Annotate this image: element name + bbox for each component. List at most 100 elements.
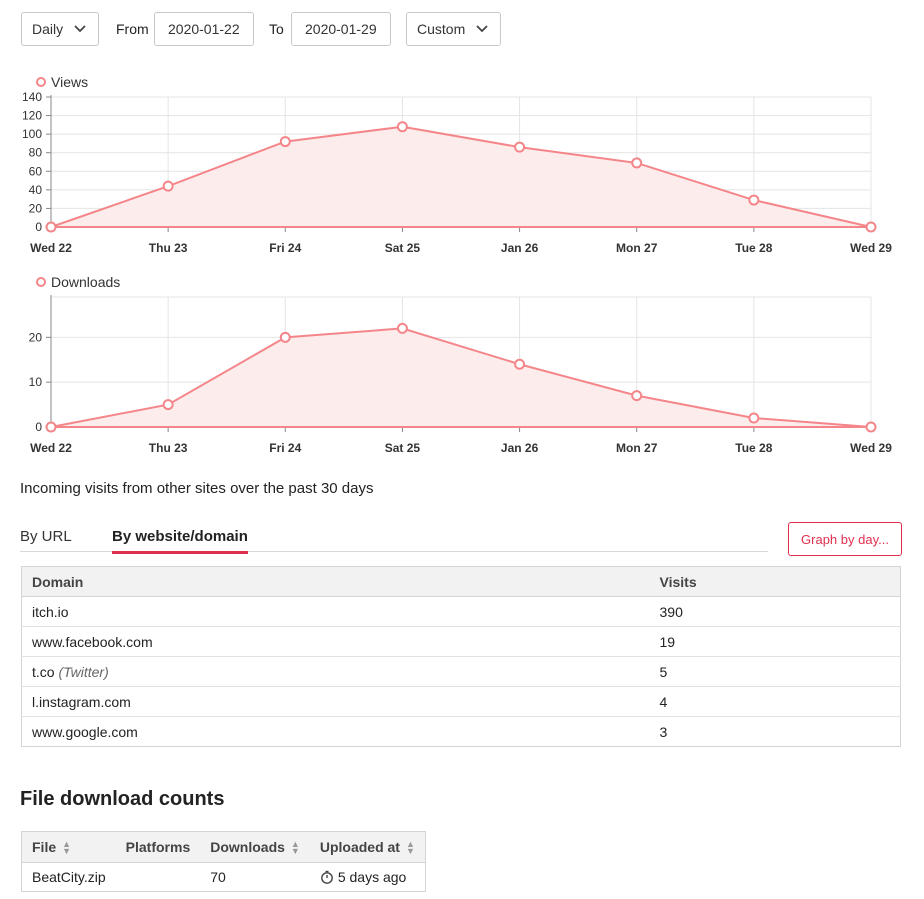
legend-marker (36, 277, 46, 287)
x-tick-label: Thu 23 (149, 441, 188, 455)
column-label: Uploaded at (319, 838, 400, 855)
legend-marker (36, 77, 46, 87)
visits-cell: 390 (649, 596, 901, 627)
data-point (396, 121, 408, 133)
to-label: To (269, 21, 284, 37)
uploaded-value: 5 days ago (337, 869, 407, 885)
y-tick-label: 140 (22, 90, 42, 104)
legend-label: Downloads (51, 274, 120, 290)
x-tick-label: Jan 26 (501, 241, 539, 255)
uploaded-cell: 5 days ago (310, 863, 426, 892)
data-point (514, 358, 526, 370)
column-label: Downloads (210, 838, 285, 855)
file-downloads-title: File download counts (20, 788, 225, 810)
graph-by-day-button[interactable]: Graph by day... (788, 522, 902, 556)
x-tick-label: Thu 23 (149, 241, 188, 255)
domain-name: l.instagram.com (32, 693, 131, 710)
data-point (45, 221, 57, 233)
range-value: Custom (417, 21, 466, 37)
x-tick-label: Wed 22 (30, 441, 72, 455)
data-point (162, 399, 174, 411)
views-chart-svg: Views 0 20 40 60 80 100 120 140 Wed 22 Thu 23 Fri 2… (22, 74, 892, 255)
table-row: l.instagram.com 4 (21, 686, 901, 717)
column-header-downloads[interactable]: Downloads ▲ ▼ (200, 831, 310, 863)
column-header-file[interactable]: File ▲ ▼ (21, 831, 116, 863)
referrers-intro: Incoming visits from other sites over th… (20, 480, 374, 497)
column-header-visits: Visits (649, 566, 901, 597)
data-point (865, 421, 877, 433)
x-tick-label: Fri 24 (269, 441, 301, 455)
downloads-chart-svg: Downloads 0 10 20 Wed 22 Thu 23 Fri 24 Sat 25 Ja… (29, 274, 893, 455)
chart-legend: Views (36, 74, 88, 90)
sort-icon: ▲ ▼ (290, 839, 300, 857)
data-point (396, 322, 408, 334)
downloads-chart: Downloads 0 10 20 Wed 22 Thu 23 Fri 24 Sat 25 Ja… (0, 270, 924, 470)
visits-cell: 4 (649, 686, 901, 717)
y-tick-label: 20 (29, 201, 43, 215)
table-header-row: Domain Visits (21, 566, 901, 597)
to-date-input[interactable] (291, 12, 391, 46)
platforms-cell (116, 863, 201, 892)
column-header-domain: Domain (21, 566, 650, 597)
data-point (45, 421, 57, 433)
x-tick-label: Mon 27 (616, 241, 658, 255)
sort-icon: ▲ ▼ (405, 839, 415, 857)
x-tick-label: Jan 26 (501, 441, 539, 455)
referrer-tabs: By URL By website/domain (20, 520, 768, 554)
data-point (514, 141, 526, 153)
x-tick-label: Sat 25 (385, 441, 421, 455)
y-tick-label: 20 (29, 330, 43, 344)
data-point (279, 136, 291, 148)
from-label: From (116, 21, 149, 37)
series-line (50, 125, 872, 228)
visits-cell: 5 (649, 656, 901, 687)
table-row: www.google.com 3 (22, 717, 901, 747)
data-point (748, 194, 760, 206)
clock-icon (320, 870, 333, 884)
views-chart: Views 0 20 40 60 80 100 120 140 Wed 22 Thu 23 Fri 2… (0, 70, 924, 270)
range-dropdown[interactable]: Custom (406, 12, 501, 46)
chart-legend: Downloads (36, 274, 120, 290)
x-tick-label: Wed 29 (850, 441, 892, 455)
domain-cell: www.google.com (22, 717, 650, 747)
table-row: BeatCity.zip 70 5 days ago (22, 863, 426, 892)
y-tick-label: 60 (29, 164, 43, 178)
domain-cell: www.facebook.com (21, 626, 650, 657)
domain-name: www.google.com (32, 723, 138, 740)
downloads-cell: 70 (210, 869, 226, 885)
date-range-controls: Daily From To Custom (21, 12, 901, 46)
y-tick-label: 0 (35, 420, 42, 434)
x-tick-label: Tue 28 (735, 241, 772, 255)
sort-icon: ▲ ▼ (62, 839, 72, 857)
visits-cell: 3 (659, 723, 668, 740)
x-tick-label: Mon 27 (616, 441, 658, 455)
series-area (51, 328, 871, 427)
series-area (51, 126, 871, 227)
data-point (631, 390, 643, 402)
y-tick-label: 40 (29, 183, 43, 197)
y-tick-label: 0 (35, 220, 42, 234)
x-tick-label: Tue 28 (735, 441, 772, 455)
data-point (162, 180, 174, 192)
from-date-input[interactable] (154, 12, 254, 46)
data-point (865, 221, 877, 233)
tab-by-domain[interactable]: By website/domain (112, 528, 248, 554)
y-tick-label: 120 (22, 109, 42, 123)
x-tick-label: Fri 24 (269, 241, 301, 255)
tab-by-url[interactable]: By URL (20, 528, 72, 545)
table-row: itch.io 390 (21, 596, 901, 627)
domain-name: www.facebook.com (32, 633, 153, 650)
table-row: t.co (Twitter) 5 (21, 656, 901, 687)
chevron-down-icon (476, 25, 488, 33)
interval-dropdown[interactable]: Daily (21, 12, 99, 46)
column-header-uploaded-at[interactable]: Uploaded at ▲ ▼ (309, 831, 426, 863)
y-tick-label: 10 (29, 375, 43, 389)
y-tick-label: 100 (22, 127, 42, 141)
x-tick-label: Wed 22 (30, 241, 72, 255)
visits-cell: 19 (649, 626, 901, 657)
domain-name: itch.io (32, 603, 69, 620)
legend-label: Views (51, 74, 88, 90)
chevron-down-icon (74, 25, 86, 33)
domain-cell: l.instagram.com (21, 686, 650, 717)
referrer-table: Domain Visits itch.io 390 www.facebook.c… (21, 566, 901, 747)
